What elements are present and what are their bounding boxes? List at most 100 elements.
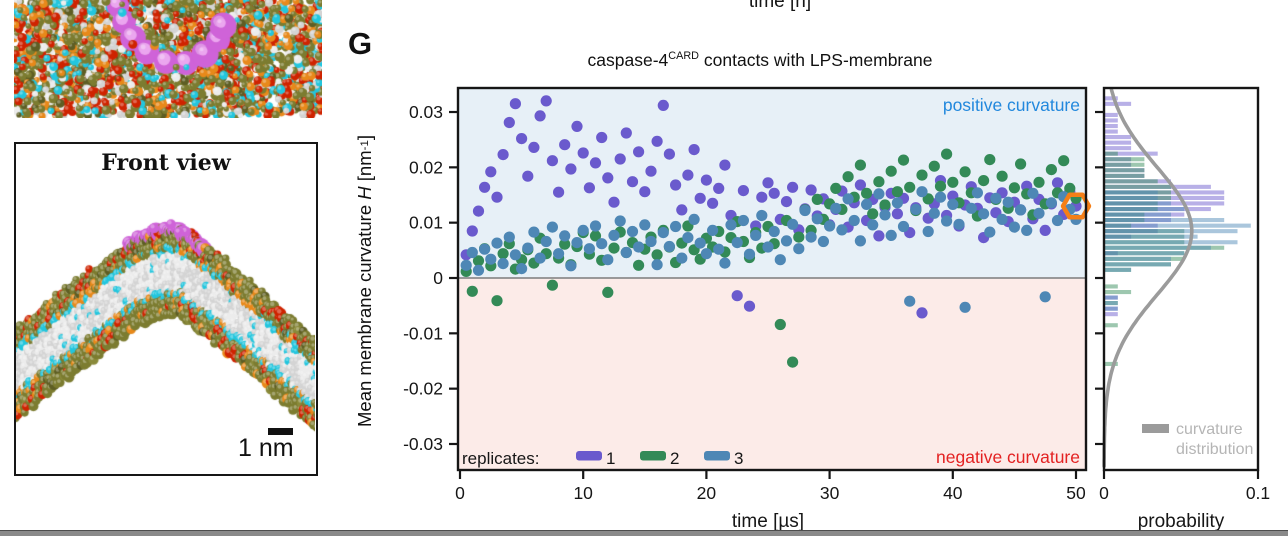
scatter-point: [707, 224, 719, 236]
scatter-point: [1015, 204, 1027, 216]
cropped-upper-axis-label: time [h]: [748, 0, 812, 12]
scatter-point: [626, 225, 639, 238]
scatter-point: [959, 301, 971, 313]
scatter-point: [854, 179, 866, 191]
scatter-point: [528, 141, 540, 153]
scatter-point: [891, 208, 903, 220]
scatter-point: [737, 214, 749, 227]
histogram-bar: [1104, 184, 1211, 189]
scatter-point: [971, 187, 984, 199]
histogram-bar: [1104, 162, 1132, 167]
histogram-bar: [1104, 124, 1118, 129]
histogram-bar: [1104, 223, 1132, 228]
y-tick-label: 0.01: [409, 213, 443, 233]
distribution-legend-label: distribution: [1176, 441, 1253, 458]
scatter-point: [559, 238, 571, 250]
scatter-point: [602, 172, 614, 184]
front-view-box: Front view 1 nm: [14, 142, 318, 476]
scatter-point: [996, 213, 1008, 225]
scatter-point: [904, 181, 916, 193]
scatter-point: [1064, 182, 1076, 194]
scatter-point: [799, 204, 811, 217]
x-tick-label: 20: [697, 483, 717, 503]
scatter-point: [1045, 164, 1057, 176]
chart-title-main: caspase-4: [587, 50, 669, 70]
scatter-point: [725, 219, 737, 231]
scatter-point: [768, 187, 780, 199]
scatter-point: [928, 160, 940, 172]
scatter-point: [633, 146, 645, 158]
scatter-point: [497, 248, 509, 260]
histogram-bar: [1104, 245, 1225, 250]
histogram-bar: [1104, 361, 1118, 366]
histogram-bar: [1104, 240, 1238, 245]
histogram-bar: [1104, 240, 1185, 245]
scatter-point: [879, 199, 891, 211]
scatter-point: [793, 243, 805, 255]
scatter-point: [861, 187, 873, 199]
x-tick-label: 10: [573, 483, 593, 503]
x-axis-ticks: 0 10 20 30 40 50: [455, 470, 1086, 503]
scatter-point: [904, 295, 916, 307]
scatter-point: [854, 159, 866, 171]
scatter-point: [676, 252, 688, 264]
scatter-point: [577, 224, 589, 236]
scatter-point: [546, 155, 558, 167]
histogram-bar: [1104, 251, 1118, 256]
chart-title-rest: contacts with LPS-membrane: [699, 50, 933, 70]
legend-entry-label: 3: [734, 449, 743, 468]
scatter-point: [743, 300, 756, 312]
histogram-bars: [1104, 96, 1251, 366]
scatter-point: [553, 248, 565, 260]
histogram-bar: [1104, 212, 1145, 217]
histogram-bar: [1104, 207, 1158, 212]
negative-curvature-region: [458, 278, 1086, 470]
scatter-point: [700, 248, 712, 260]
histogram-bar: [1104, 207, 1211, 212]
legend-swatch: [576, 451, 602, 461]
x-tick-label: 50: [1066, 483, 1086, 503]
scatter-point: [497, 149, 509, 161]
histogram-bar: [1104, 267, 1132, 272]
panel-letter: G: [348, 26, 373, 61]
scatter-point: [546, 221, 558, 233]
scatter-point: [934, 180, 947, 192]
scatter-point: [651, 135, 663, 147]
histogram-bar: [1104, 151, 1118, 156]
scatter-point: [565, 260, 577, 272]
negative-curvature-annotation: negative curvature: [936, 447, 1080, 467]
scatter-point: [885, 165, 897, 177]
histogram-bar: [1104, 207, 1185, 212]
histogram-bar: [1104, 118, 1118, 123]
scatter-point: [657, 227, 669, 239]
scatter-point: [830, 202, 842, 214]
histogram-bar: [1104, 295, 1118, 300]
histogram-bar: [1104, 234, 1132, 239]
scatter-point: [793, 231, 805, 243]
scatter-point: [503, 231, 515, 243]
scatter-point: [497, 258, 509, 270]
scatter-point: [762, 177, 774, 189]
histogram-bar: [1104, 157, 1145, 162]
scatter-point: [811, 193, 823, 205]
scatter-point: [614, 153, 626, 165]
histogram-bar: [1104, 112, 1118, 117]
histogram-bar: [1104, 140, 1132, 145]
scatter-point: [953, 218, 965, 230]
scatter-point: [707, 197, 719, 209]
y-axis-label-unit: [nm: [354, 150, 375, 187]
scatter-point: [873, 230, 885, 242]
scatter-point: [694, 192, 706, 204]
scatter-point: [774, 318, 786, 331]
scatter-point: [867, 208, 879, 220]
scatter-point: [1051, 214, 1064, 227]
scatter-point: [1021, 224, 1033, 236]
scatter-point: [534, 252, 546, 264]
scatter-point: [620, 246, 632, 259]
histogram-bar: [1104, 151, 1158, 156]
histogram-bar: [1104, 256, 1171, 261]
scatter-point: [1008, 221, 1021, 233]
histogram-bar: [1104, 201, 1158, 206]
scatter-point: [626, 176, 639, 188]
scatter-point: [466, 225, 478, 237]
